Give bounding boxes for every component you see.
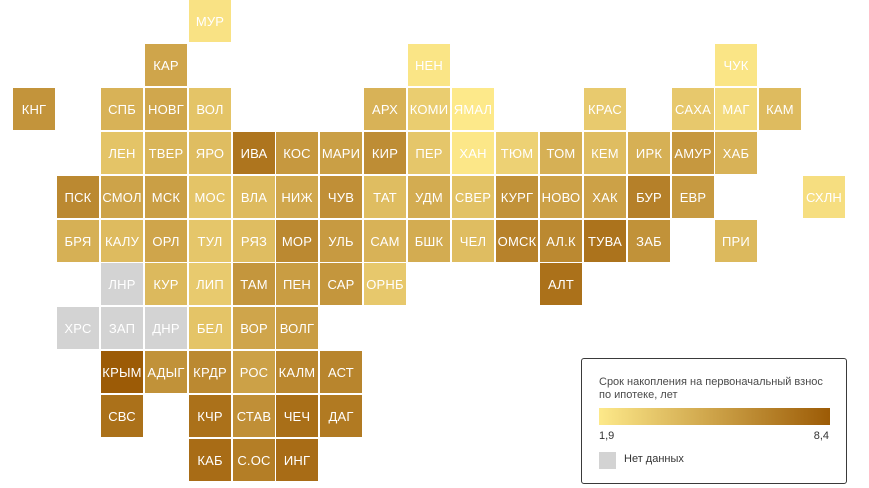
region-tile[interactable]: КИР [364, 132, 406, 174]
region-tile[interactable]: ПСК [57, 176, 99, 218]
region-tile[interactable]: ЧУК [715, 44, 757, 86]
region-tile[interactable]: СПБ [101, 88, 143, 130]
region-tile[interactable]: ТЮМ [496, 132, 538, 174]
region-tile[interactable]: ТУЛ [189, 220, 231, 262]
region-tile[interactable]: ЕВР [672, 176, 714, 218]
region-tile[interactable]: КАЛМ [276, 351, 318, 393]
region-tile[interactable]: ЛИП [189, 263, 231, 305]
region-tile[interactable]: КУРГ [496, 176, 538, 218]
region-tile[interactable]: УДМ [408, 176, 450, 218]
region-tile[interactable]: АЛ.К [540, 220, 582, 262]
region-tile[interactable]: КОМИ [408, 88, 450, 130]
region-tile[interactable]: КАМ [759, 88, 801, 130]
legend-nodata-label: Нет данных [624, 453, 684, 465]
region-tile[interactable]: РОС [233, 351, 275, 393]
region-tile[interactable]: ОРЛ [145, 220, 187, 262]
legend-nodata-swatch [599, 452, 616, 469]
region-tile[interactable]: КУР [145, 263, 187, 305]
region-tile[interactable]: САХА [672, 88, 714, 130]
region-tile[interactable]: ОРНБ [364, 263, 406, 305]
region-tile[interactable]: ТУВА [584, 220, 626, 262]
region-tile[interactable]: АСТ [320, 351, 362, 393]
region-tile[interactable]: ВОЛ [189, 88, 231, 130]
region-tile[interactable]: ЯРО [189, 132, 231, 174]
region-tile[interactable]: ДНР [145, 307, 187, 349]
region-tile[interactable]: АМУР [672, 132, 714, 174]
region-tile[interactable]: ЗАБ [628, 220, 670, 262]
legend: Срок накопления на первоначальный взнос … [581, 358, 847, 484]
region-tile[interactable]: АДЫГ [145, 351, 187, 393]
region-tile[interactable]: ЛЕН [101, 132, 143, 174]
region-tile[interactable]: КРАС [584, 88, 626, 130]
legend-title: Срок накопления на первоначальный взнос … [599, 376, 823, 401]
region-tile[interactable]: НОВО [540, 176, 582, 218]
region-tile[interactable]: ТАТ [364, 176, 406, 218]
region-tile[interactable]: ИВА [233, 132, 275, 174]
region-tile[interactable]: СМОЛ [101, 176, 143, 218]
region-tile[interactable]: МАРИ [320, 132, 362, 174]
region-tile[interactable]: ХАК [584, 176, 626, 218]
region-tile[interactable]: САР [320, 263, 362, 305]
region-tile[interactable]: МОС [189, 176, 231, 218]
region-tile[interactable]: ЧЕЛ [452, 220, 494, 262]
region-tile[interactable]: ПРИ [715, 220, 757, 262]
region-tile[interactable]: С.ОС [233, 439, 275, 481]
region-tile[interactable]: ТОМ [540, 132, 582, 174]
region-tile[interactable]: ВЛА [233, 176, 275, 218]
region-tile[interactable]: НЕН [408, 44, 450, 86]
legend-gradient-bar [599, 408, 830, 425]
region-tile[interactable]: БЕЛ [189, 307, 231, 349]
region-tile[interactable]: КАЛУ [101, 220, 143, 262]
region-tile[interactable]: РЯЗ [233, 220, 275, 262]
region-tile[interactable]: КАР [145, 44, 187, 86]
region-tile[interactable]: СВС [101, 395, 143, 437]
region-tile[interactable]: СВЕР [452, 176, 494, 218]
region-tile[interactable]: БРЯ [57, 220, 99, 262]
region-tile[interactable]: БШК [408, 220, 450, 262]
region-tile[interactable]: КРЫМ [101, 351, 143, 393]
region-tile[interactable]: ХАН [452, 132, 494, 174]
region-tile[interactable]: КОС [276, 132, 318, 174]
region-tile[interactable]: ОМСК [496, 220, 538, 262]
region-tile[interactable]: СТАВ [233, 395, 275, 437]
region-tile[interactable]: ХРС [57, 307, 99, 349]
region-tile[interactable]: АЛТ [540, 263, 582, 305]
region-tile[interactable]: ЗАП [101, 307, 143, 349]
region-tile[interactable]: ХАБ [715, 132, 757, 174]
region-tile[interactable]: МАГ [715, 88, 757, 130]
region-tile[interactable]: МСК [145, 176, 187, 218]
region-tile[interactable]: КАБ [189, 439, 231, 481]
region-tile[interactable]: НОВГ [145, 88, 187, 130]
legend-max-label: 8,4 [813, 430, 829, 442]
region-tile[interactable]: ВОЛГ [276, 307, 318, 349]
region-tile[interactable]: ПЕР [408, 132, 450, 174]
region-tile[interactable]: СХЛН [803, 176, 845, 218]
region-tile[interactable]: КРДР [189, 351, 231, 393]
region-tile[interactable]: ДАГ [320, 395, 362, 437]
legend-min-label: 1,9 [599, 430, 615, 442]
region-tile[interactable]: ЧЕЧ [276, 395, 318, 437]
region-tile[interactable]: УЛЬ [320, 220, 362, 262]
region-tile[interactable]: КНГ [13, 88, 55, 130]
region-tile[interactable]: ВОР [233, 307, 275, 349]
region-tile[interactable]: ЧУВ [320, 176, 362, 218]
region-tile[interactable]: ЯМАЛ [452, 88, 494, 130]
region-tile[interactable]: ТАМ [233, 263, 275, 305]
region-tile[interactable]: ИНГ [276, 439, 318, 481]
region-tile[interactable]: КЕМ [584, 132, 626, 174]
region-tile[interactable]: САМ [364, 220, 406, 262]
region-tile[interactable]: НИЖ [276, 176, 318, 218]
region-tile[interactable]: ТВЕР [145, 132, 187, 174]
region-tile[interactable]: ЛНР [101, 263, 143, 305]
region-tile[interactable]: МУР [189, 0, 231, 42]
region-tile[interactable]: БУР [628, 176, 670, 218]
region-tile[interactable]: АРХ [364, 88, 406, 130]
region-tile[interactable]: ИРК [628, 132, 670, 174]
region-tile[interactable]: ПЕН [276, 263, 318, 305]
region-tile[interactable]: МОР [276, 220, 318, 262]
region-tile[interactable]: КЧР [189, 395, 231, 437]
